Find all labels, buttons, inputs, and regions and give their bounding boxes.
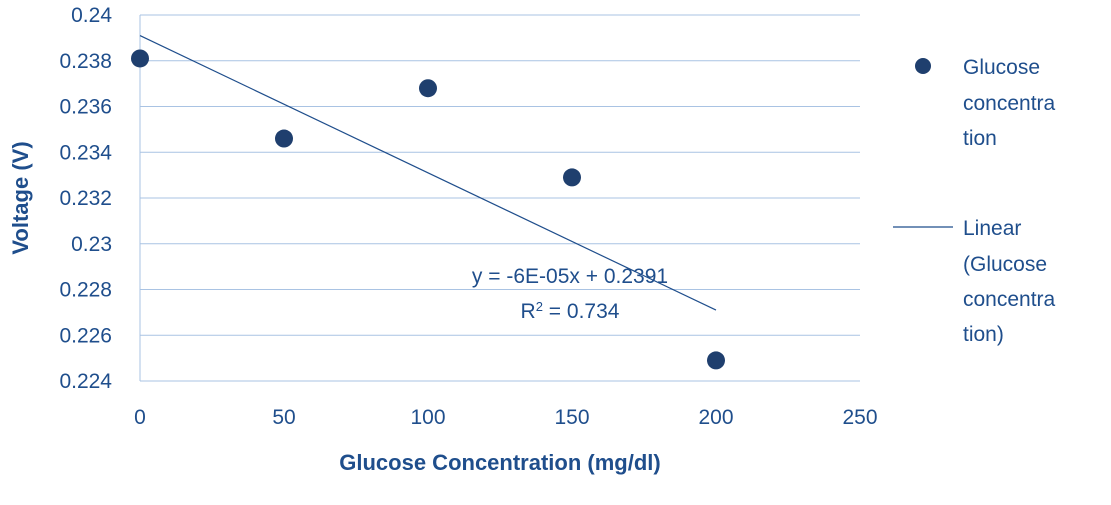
y-tick-label: 0.232 <box>59 187 112 210</box>
y-tick-label: 0.226 <box>59 324 112 347</box>
y-tick-label: 0.228 <box>59 279 112 302</box>
data-point <box>707 351 725 370</box>
x-tick-label: 0 <box>134 406 146 429</box>
y-tick-label: 0.234 <box>59 141 112 164</box>
trendline-equation: y = -6E-05x + 0.2391 <box>472 265 668 288</box>
data-point <box>275 129 293 148</box>
x-tick-label: 250 <box>842 406 877 429</box>
x-tick-label: 100 <box>410 406 445 429</box>
data-point <box>419 79 437 98</box>
y-tick-label: 0.238 <box>59 50 112 73</box>
y-tick-labels: 0.224 0.226 0.228 0.23 0.232 0.234 0.236 0.238 0… <box>59 4 112 393</box>
legend-series-label: Glucose concentra tion <box>963 56 1061 150</box>
x-tick-labels: 0 50 100 150 200 250 <box>134 406 877 429</box>
legend-trendline-label: Linear (Glucose concentra tion) <box>963 217 1061 346</box>
data-point <box>563 168 581 187</box>
legend-marker-icon <box>915 58 931 74</box>
y-axis-title: Voltage (V) <box>8 141 33 254</box>
x-tick-label: 50 <box>272 406 295 429</box>
x-tick-label: 200 <box>698 406 733 429</box>
y-tick-label: 0.224 <box>59 370 112 393</box>
trendline <box>139 35 717 311</box>
x-tick-label: 150 <box>554 406 589 429</box>
y-tick-label: 0.23 <box>71 233 112 256</box>
x-axis-title: Glucose Concentration (mg/dl) <box>339 450 660 475</box>
y-tick-label: 0.24 <box>71 4 112 27</box>
trendline-r-squared: R2 = 0.734 <box>521 299 620 324</box>
data-point <box>131 49 149 68</box>
data-points <box>131 49 725 370</box>
gridlines <box>140 14 860 336</box>
y-tick-label: 0.236 <box>59 96 112 119</box>
legend: Glucose concentra tion Linear (Glucose c… <box>893 56 1061 346</box>
